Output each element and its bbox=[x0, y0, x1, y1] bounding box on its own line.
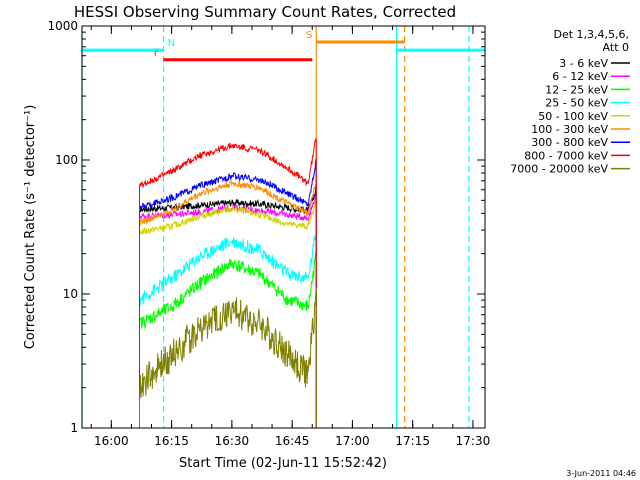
x-tick-label-2: 16:30 bbox=[215, 434, 250, 448]
series-line-6 bbox=[139, 158, 317, 428]
y-axis-label: Corrected Count Rate (s⁻¹ detector⁻¹) bbox=[23, 105, 38, 350]
legend-label-5: 100 - 300 keV bbox=[531, 123, 608, 136]
series-line-7 bbox=[139, 138, 317, 428]
y-tick-label-3: 1000 bbox=[47, 19, 78, 33]
x-tick-label-6: 17:30 bbox=[456, 434, 491, 448]
y-axis-ticks: 1 10 100 1000 bbox=[47, 19, 485, 435]
x-tick-label-0: 16:00 bbox=[94, 434, 129, 448]
legend-label-6: 300 - 800 keV bbox=[531, 136, 608, 149]
legend-title-line-2: Att 0 bbox=[603, 41, 629, 54]
footer-timestamp: 3-Jun-2011 04:46 bbox=[566, 469, 636, 478]
y-tick-label-2: 100 bbox=[55, 153, 78, 167]
y-tick-label-0: 1 bbox=[70, 421, 78, 435]
x-tick-label-3: 16:45 bbox=[275, 434, 310, 448]
flag-label-n: N bbox=[168, 38, 175, 49]
plot-frame bbox=[81, 25, 486, 429]
x-tick-label-4: 17:00 bbox=[335, 434, 370, 448]
x-axis-label: Start Time (02-Jun-11 15:52:42) bbox=[179, 456, 387, 471]
x-axis-ticks: 16:00 16:15 16:30 16:45 17:00 17:15 17:30 bbox=[90, 26, 491, 448]
x-tick-label-5: 17:15 bbox=[395, 434, 430, 448]
legend-label-3: 25 - 50 keV bbox=[545, 97, 608, 110]
series-line-2 bbox=[139, 251, 317, 428]
flag-label-s: S bbox=[306, 30, 312, 41]
legend-label-0: 3 - 6 keV bbox=[559, 57, 608, 70]
series-line-5 bbox=[139, 179, 317, 428]
legend-title-line-1: Det 1,3,4,5,6, bbox=[553, 28, 629, 41]
legend-label-4: 50 - 100 keV bbox=[538, 110, 608, 123]
flag-label-f: F bbox=[154, 48, 160, 59]
legend-label-8: 7000 - 20000 keV bbox=[510, 163, 608, 176]
legend-label-1: 6 - 12 keV bbox=[552, 70, 608, 83]
series-line-4 bbox=[139, 198, 317, 428]
series-line-1 bbox=[139, 195, 317, 428]
x-tick-label-1: 16:15 bbox=[154, 434, 189, 448]
legend-label-7: 800 - 7000 keV bbox=[524, 149, 608, 162]
plot-area: F S N bbox=[81, 26, 485, 428]
legend-label-2: 12 - 25 keV bbox=[545, 83, 608, 96]
series-line-0 bbox=[139, 186, 317, 428]
series-line-8 bbox=[139, 287, 317, 428]
y-tick-label-1: 10 bbox=[63, 287, 78, 301]
series-line-3 bbox=[139, 234, 317, 428]
chart-title: HESSI Observing Summary Count Rates, Cor… bbox=[74, 3, 456, 21]
